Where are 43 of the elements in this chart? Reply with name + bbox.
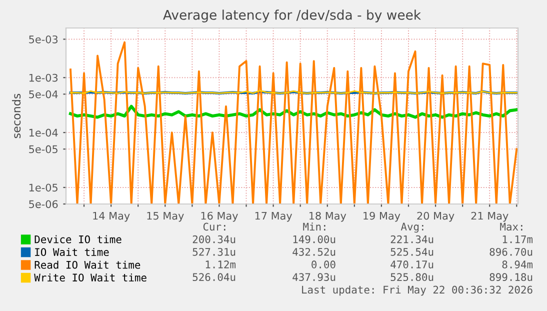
text: 526.04u (192, 273, 236, 282)
x-tick-label: 19 May (364, 212, 400, 222)
text: 221.34u (390, 235, 434, 244)
x-tick-label: 14 May (93, 212, 130, 222)
text: 525.80u (390, 273, 434, 282)
x-tick-label: 20 May (417, 212, 454, 222)
x-tick-label: 15 May (147, 212, 184, 222)
text: 899.18u (490, 273, 532, 282)
x-tick-label: 21 May (471, 212, 508, 222)
text: 525.54u (390, 248, 434, 256)
y-axis-title: seconds (12, 94, 21, 138)
text: 527.31u (192, 248, 236, 256)
text: 149.00u (293, 235, 336, 244)
legend-label: Device IO time (34, 235, 122, 244)
text: Max: (500, 222, 522, 231)
y-tick-label: 5e-06 (29, 200, 58, 208)
x-tick-label: 18 May (309, 212, 346, 222)
text: 896.70u (490, 248, 532, 256)
x-tick-label: 17 May (255, 212, 292, 222)
text: Last update: Fri May 22 00:36:32 2026 (302, 286, 532, 296)
y-tick-label: 1e-04 (29, 128, 58, 137)
chart-title: Average latency for /dev/sda - by week (163, 10, 422, 22)
y-tick-label: 1e-03 (29, 74, 58, 82)
text: 200.34u (192, 235, 236, 244)
text: Avg: (400, 222, 424, 233)
text: 432.52u (292, 248, 336, 256)
y-tick-label: 5e-03 (29, 35, 58, 44)
text: Min: (303, 222, 326, 230)
text: Cur: (203, 222, 226, 231)
y-tick-label: 5e-05 (29, 145, 58, 154)
x-tick-label: 16 May (201, 212, 238, 222)
text: 0.00 (312, 260, 336, 268)
y-tick-label: 1e-05 (29, 184, 58, 192)
text: 470.17u (390, 260, 434, 268)
legend-label: Write IO Wait time (34, 273, 146, 282)
y-tick-label: 5e-04 (29, 90, 58, 98)
text: 1.12m (206, 260, 236, 268)
legend-label: Read IO Wait time (34, 260, 140, 269)
text: 437.93u (292, 273, 336, 282)
text: 1.17m (502, 235, 533, 244)
line-series (70, 41, 518, 204)
legend-label: IO Wait time (35, 248, 109, 256)
text: 8.94m (502, 260, 533, 268)
